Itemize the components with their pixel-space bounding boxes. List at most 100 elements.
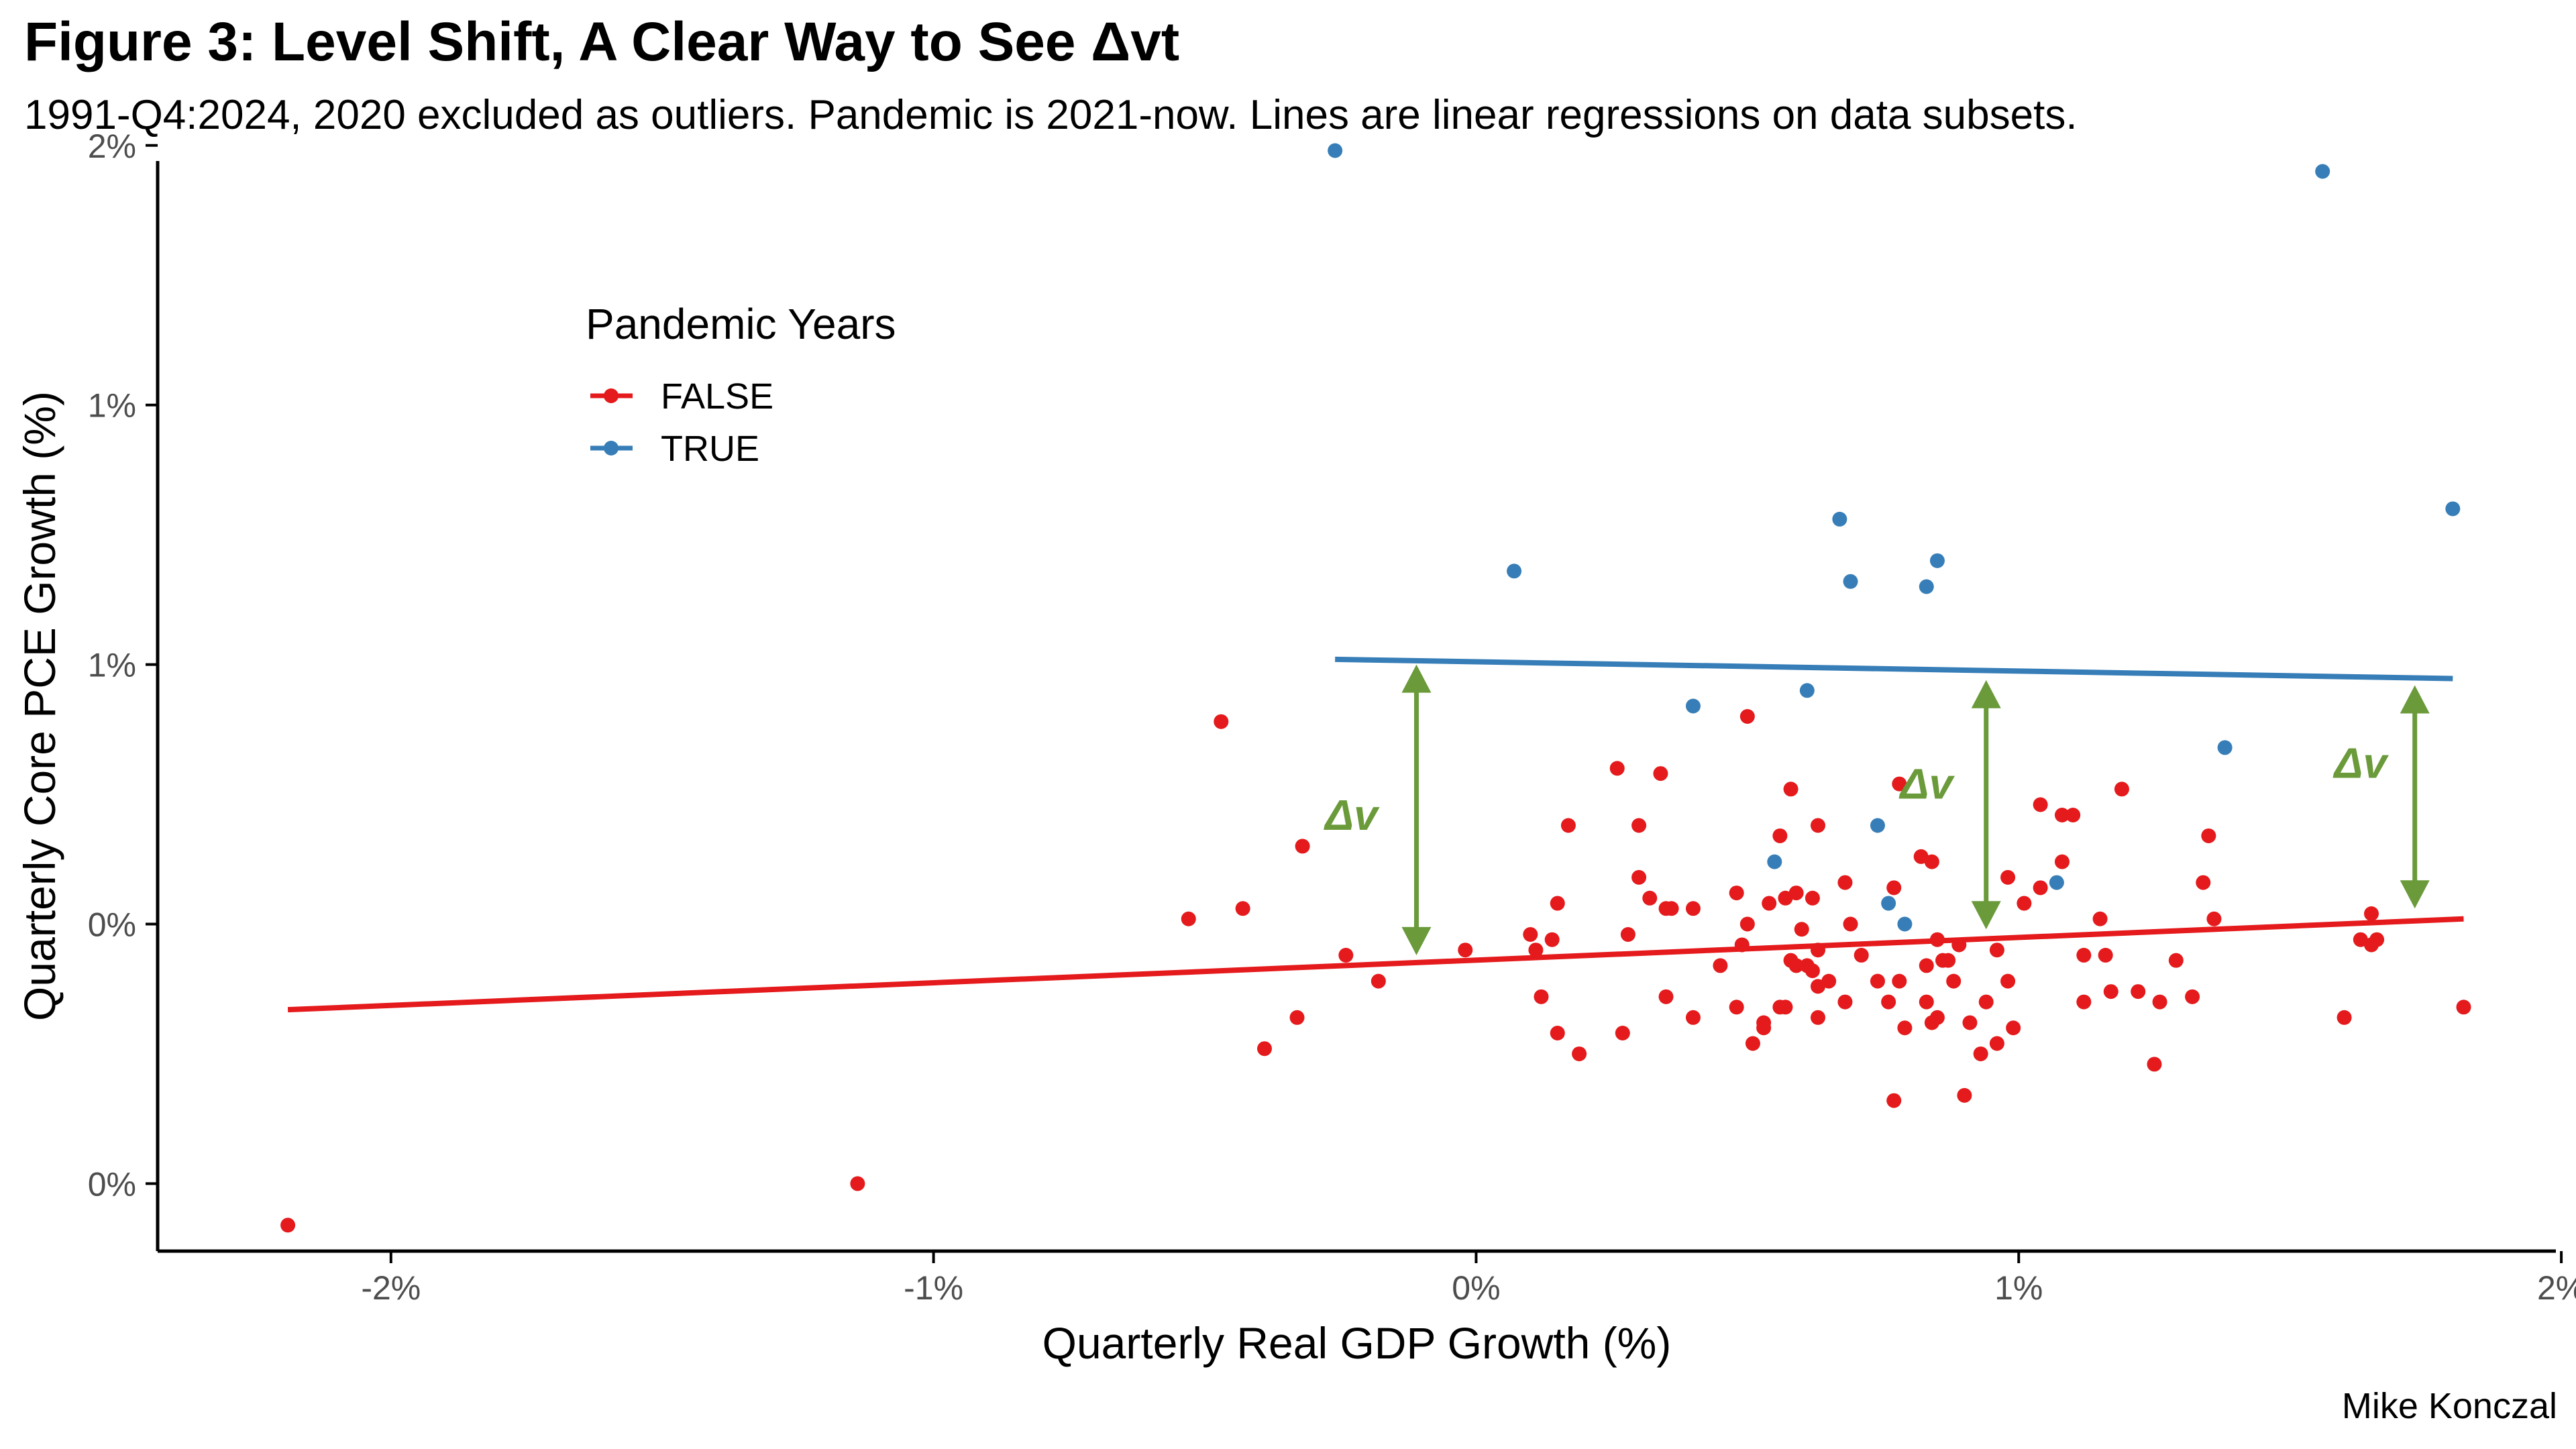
delta-arrow-head-down (1401, 926, 1432, 955)
point-false (1962, 1015, 1978, 1030)
point-false (1957, 1087, 1972, 1103)
y-tick-label: 1% (88, 387, 136, 425)
point-false (1924, 854, 1939, 869)
point-false (1783, 782, 1799, 797)
point-false (2185, 989, 2200, 1004)
point-false (1609, 761, 1625, 776)
point-false (1805, 890, 1820, 906)
point-false (1745, 1036, 1760, 1051)
chart-subtitle: 1991-Q4:2024, 2020 excluded as outliers.… (24, 92, 2078, 138)
point-false (2103, 984, 2118, 1000)
point-false (1658, 989, 1674, 1004)
point-false (1892, 973, 1907, 989)
point-false (1181, 911, 1196, 926)
point-false (1886, 1093, 1902, 1108)
point-false (1811, 1010, 1825, 1025)
point-false (2076, 947, 2092, 963)
legend-entry-label: FALSE (661, 376, 773, 417)
point-false (2114, 782, 2129, 797)
point-false (1235, 901, 1250, 916)
delta-v-label: Δv (1898, 760, 1955, 808)
point-false (1989, 1036, 2004, 1051)
point-false (2131, 984, 2146, 1000)
point-false (1897, 1020, 1913, 1036)
point-false (280, 1218, 296, 1233)
legend-key-point (604, 441, 619, 455)
point-false (1631, 818, 1647, 833)
point-false (2206, 911, 2222, 926)
point-false (1528, 943, 1544, 958)
point-false (2337, 1010, 2352, 1025)
point-false (1289, 1010, 1305, 1025)
point-false (1729, 1000, 1744, 1015)
point-false (2065, 808, 2081, 822)
point-false (1544, 932, 1560, 947)
point-false (2006, 1020, 2021, 1036)
point-false (2196, 875, 2211, 890)
point-true (1843, 574, 1858, 589)
point-true (2217, 740, 2233, 755)
legend: Pandemic Years FALSE TRUE (586, 300, 896, 469)
point-false (1685, 1010, 1701, 1025)
point-false (1772, 828, 1788, 843)
point-false (1631, 869, 1647, 885)
delta-arrow-head-up (1971, 680, 2001, 708)
x-tick-label: 0% (1452, 1269, 1500, 1307)
legend-entries: FALSE TRUE (590, 376, 773, 469)
x-tick-label: 2% (2537, 1269, 2576, 1307)
point-false (1946, 973, 1962, 989)
point-false (1523, 926, 1538, 942)
point-false (1713, 958, 1728, 973)
point-false (1778, 1000, 1793, 1015)
plot-area: -2% -1% 0% 1% 2% 0% 0% 1% 1% 2% Δv Δv Δv (88, 127, 2576, 1307)
point-false (2092, 911, 2108, 926)
point-false (1214, 714, 1229, 729)
point-false (1620, 926, 1635, 942)
x-axis-title: Quarterly Real GDP Growth (%) (1042, 1318, 1672, 1368)
point-false (1919, 994, 1934, 1010)
point-false (2054, 854, 2070, 869)
point-false (1821, 973, 1837, 989)
point-false (1788, 958, 1804, 973)
point-true (1919, 579, 1934, 594)
point-false (1653, 766, 1668, 782)
point-true (1881, 896, 1896, 911)
point-false (1892, 776, 1907, 792)
y-tick-label: 0% (88, 906, 136, 944)
author-credit: Mike Konczal (2341, 1386, 2557, 1426)
point-false (1805, 963, 1820, 979)
point-false (1729, 885, 1744, 901)
point-true (2445, 501, 2461, 517)
point-true (1799, 683, 1815, 698)
point-true (1929, 553, 1945, 568)
x-tick-label: -2% (361, 1269, 421, 1307)
point-false (1257, 1041, 1272, 1057)
regression-line-true (1335, 656, 2453, 682)
point-false (2168, 953, 2184, 968)
legend-entry-label: TRUE (661, 429, 759, 469)
point-true (1767, 854, 1782, 869)
delta-arrow-head-down (2400, 880, 2430, 909)
point-false (850, 1176, 865, 1191)
point-false (2369, 932, 2385, 947)
point-false (2054, 808, 2070, 822)
y-axis-title: Quarterly Core PCE Growth (%) (15, 391, 64, 1021)
point-false (2033, 880, 2048, 896)
point-true (1507, 564, 1522, 579)
delta-v-label: Δv (2333, 739, 2390, 788)
y-tick-label: 2% (88, 127, 136, 165)
point-false (1338, 947, 1354, 963)
point-false (1989, 943, 2004, 958)
point-true (1870, 818, 1885, 833)
point-false (1762, 896, 1777, 911)
delta-v-label: Δv (1324, 791, 1380, 839)
point-false (2000, 869, 2016, 885)
point-false (1560, 818, 1576, 833)
point-false (1458, 943, 1473, 958)
point-false (1615, 1026, 1630, 1040)
point-false (1886, 880, 1902, 896)
delta-arrow-head-down (1971, 901, 2001, 930)
point-false (1919, 958, 1934, 973)
delta-arrow-head-up (2400, 685, 2430, 714)
